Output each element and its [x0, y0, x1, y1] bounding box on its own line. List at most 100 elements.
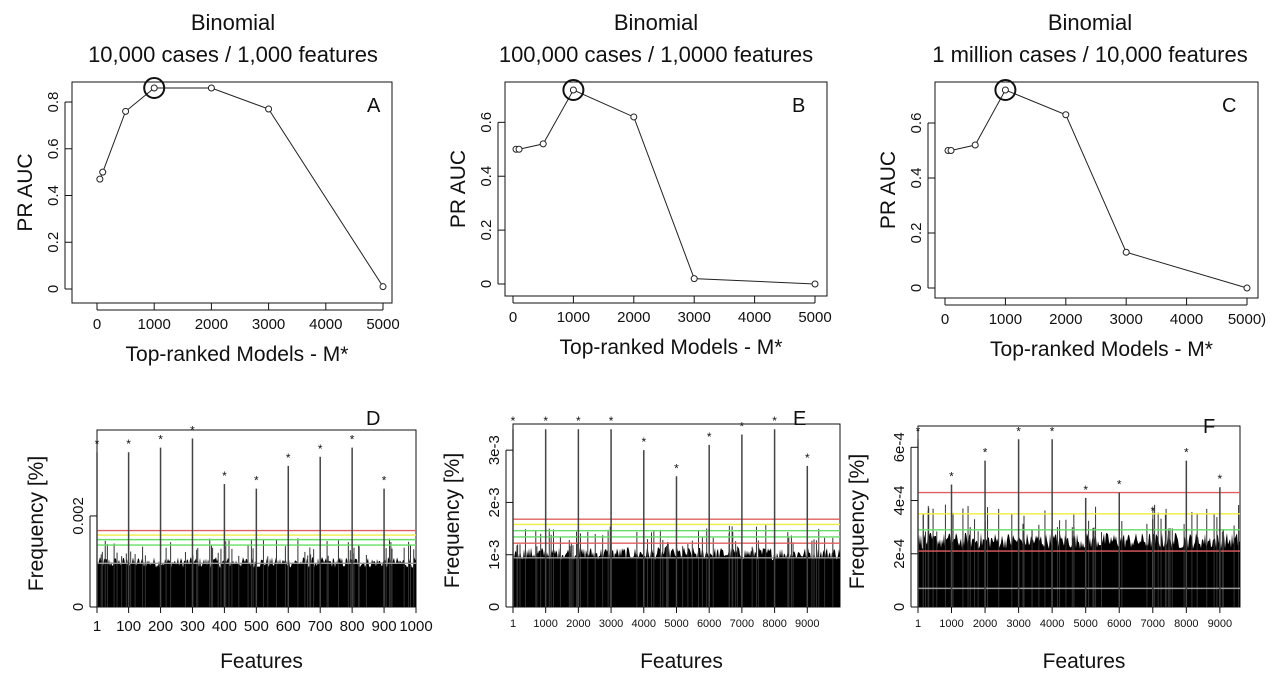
x-tick-label: 3000	[678, 309, 711, 326]
significance-star: *	[576, 414, 581, 428]
x-tick-label: 1000	[557, 309, 590, 326]
y-tick-label: 0	[478, 280, 495, 288]
x-tick-label: 2000	[973, 618, 997, 630]
panel-d: * * * * * * * * * * D 1 100 200 300 400 500 600 700 800 900 1…	[25, 408, 433, 673]
significance-star: *	[1218, 472, 1223, 486]
data-point	[971, 141, 979, 149]
x-tick-label: 3000	[1110, 311, 1143, 328]
significance-star: *	[916, 424, 921, 438]
significance-star: *	[609, 414, 614, 428]
chart-title: Binomial	[1048, 10, 1132, 35]
x-tick-label: 8000	[762, 618, 786, 630]
significance-star: *	[222, 469, 227, 483]
significance-star: *	[949, 470, 954, 484]
x-tick-label: 0	[941, 311, 949, 328]
x-tick-label: 9000	[1208, 618, 1232, 630]
significance-star: *	[350, 433, 355, 447]
x-tick-label: 2000	[566, 618, 590, 630]
significance-star: *	[983, 446, 988, 460]
highlight-circle	[143, 77, 166, 99]
significance-star: *	[511, 414, 516, 428]
chart-title: Binomial	[614, 10, 698, 35]
panel-letter: E	[793, 408, 806, 430]
x-tick-label: 3000	[252, 316, 285, 333]
panel-c: Binomial 1 million cases / 10,000 feature…	[877, 10, 1266, 361]
panel-letter: D	[366, 408, 380, 430]
x-tick-label: 3000	[1006, 618, 1030, 630]
x-tick-label: 700	[308, 618, 333, 635]
x-tick-label: 2000	[195, 316, 228, 333]
x-tick-label: 900	[372, 618, 397, 635]
chart-title: Binomial	[191, 10, 275, 35]
panel-f: * * * * * * * * * * F 1 1000 2000 3000 4000 5000 6000 7000…	[846, 416, 1241, 673]
x-axis-label: Features	[220, 650, 303, 673]
y-tick-label: 2e-4	[891, 539, 908, 569]
x-tick-label: 1000	[399, 618, 432, 635]
significance-star: *	[382, 474, 387, 488]
panel-a: Binomial 10,000 cases / 1,000 features A 0 1…	[14, 10, 400, 366]
y-tick-label: 3e-3	[486, 435, 503, 465]
y-tick-label: 0	[45, 285, 62, 293]
significance-star: *	[1150, 504, 1155, 518]
y-tick-label: 0	[908, 284, 925, 292]
y-axis-label: Frequency [%]	[25, 456, 48, 591]
x-tick-label: 0	[93, 316, 101, 333]
x-tick-label: 600	[276, 618, 301, 635]
y-tick-label: 0.4	[45, 185, 62, 206]
y-tick-label: 0.4	[478, 166, 495, 187]
x-tick-label: 2000	[617, 309, 650, 326]
y-axis-label: Frequency [%]	[846, 454, 869, 589]
significance-star: *	[318, 442, 323, 456]
data-point	[99, 168, 107, 176]
x-tick-label: 1000	[939, 618, 963, 630]
series-line	[516, 89, 816, 285]
data-point	[1243, 284, 1251, 292]
x-tick-label: 4000	[632, 618, 656, 630]
data-point	[811, 280, 819, 288]
y-tick-label: 0.4	[908, 168, 925, 189]
data-point	[96, 175, 104, 183]
panel-e: * * * * * * * * * * E 1 1000 2000 3000 4000 5000 6000 7000…	[441, 408, 841, 673]
plot-frame	[934, 81, 1259, 299]
x-tick-label: 3000	[599, 618, 623, 630]
x-tick-label: 1000	[533, 618, 557, 630]
data-point	[947, 147, 955, 154]
significance-star: *	[158, 433, 163, 447]
x-tick-label: 1	[510, 618, 516, 630]
panel-letter: B	[792, 95, 805, 117]
x-tick-label: 5000	[366, 316, 399, 333]
chart-subtitle: 1 million cases / 10,000 features	[932, 42, 1248, 67]
significance-star: *	[1184, 446, 1189, 460]
significance-star: *	[126, 437, 131, 451]
significance-star: *	[190, 424, 195, 438]
data-point	[515, 145, 523, 153]
y-axis-label: PR AUC	[14, 153, 37, 231]
data-point	[569, 86, 577, 94]
x-tick-label: 8000	[1174, 618, 1198, 630]
y-tick-label: 2e-3	[486, 487, 503, 517]
data-point	[207, 84, 215, 92]
data-point	[1062, 111, 1070, 119]
x-tick-label: 6000	[1107, 618, 1131, 630]
data-point	[539, 140, 547, 148]
y-tick-label: 0.6	[908, 113, 925, 134]
series-line	[948, 89, 1248, 289]
y-axis-label: PR AUC	[447, 150, 470, 228]
highlight-circle	[562, 79, 585, 101]
y-tick-label: 0	[891, 603, 908, 611]
x-tick-label: 7000	[1141, 618, 1165, 630]
x-tick-label: 5000	[798, 309, 831, 326]
significance-star: *	[1083, 483, 1088, 497]
y-axis-label: Frequency [%]	[441, 453, 464, 588]
x-tick-label: 300	[180, 618, 205, 635]
x-tick-label: 4000	[309, 316, 342, 333]
x-tick-label: 4000	[1170, 311, 1203, 328]
significance-star: *	[254, 474, 259, 488]
significance-star: *	[1050, 424, 1055, 438]
panel-letter: C	[1222, 95, 1236, 117]
x-axis-label: Features	[640, 650, 723, 673]
x-tick-label: 2000	[1049, 311, 1082, 328]
significance-star: *	[286, 451, 291, 465]
x-tick-label: 4000	[1040, 618, 1064, 630]
